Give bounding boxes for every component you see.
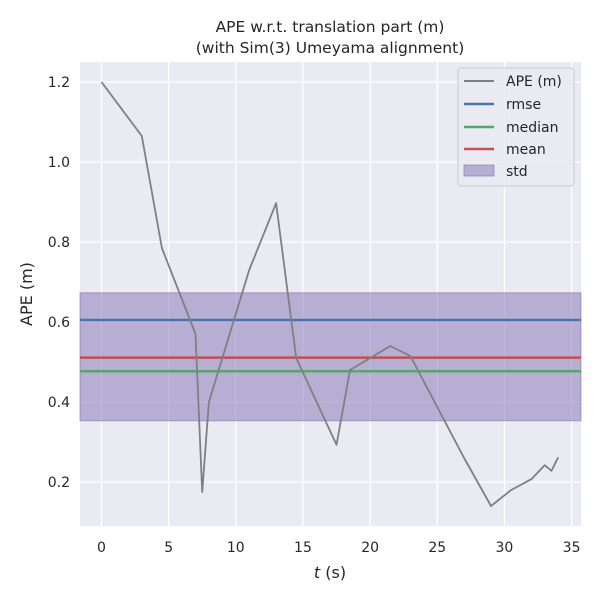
x-axis-label-unit: (s) [320, 563, 346, 582]
legend-median-label: median [506, 120, 558, 136]
x-tick-label: 10 [227, 540, 245, 556]
x-axis-label: t (s) [314, 563, 346, 582]
x-tick-label: 20 [361, 540, 379, 556]
legend-ape-label: APE (m) [506, 74, 562, 90]
legend-std-swatch [463, 164, 495, 177]
y-tick-label: 1.2 [48, 75, 70, 91]
chart-subtitle: (with Sim(3) Umeyama alignment) [196, 39, 465, 57]
y-axis-label: APE (m) [17, 262, 36, 326]
y-tick-label: 0.6 [48, 315, 70, 331]
x-tick-label: 0 [97, 540, 106, 556]
y-tick-labels: 0.2 0.4 0.6 0.8 1.0 1.2 [48, 75, 70, 491]
x-tick-label: 15 [294, 540, 312, 556]
x-axis-label-italic: t [314, 563, 321, 582]
legend-box [457, 67, 575, 187]
y-tick-label: 0.4 [48, 395, 70, 411]
y-tick-label: 0.8 [48, 235, 70, 251]
chart-title: APE w.r.t. translation part (m) [216, 18, 445, 36]
x-tick-label: 35 [563, 540, 581, 556]
legend-rmse-label: rmse [506, 97, 541, 113]
ape-series-line [100, 81, 560, 507]
legend-std-label: std [506, 164, 528, 180]
y-tick-label: 1.0 [48, 155, 70, 171]
x-tick-label: 5 [164, 540, 173, 556]
y-tick-label: 0.2 [48, 475, 70, 491]
x-tick-label: 30 [496, 540, 514, 556]
x-tick-labels: 0 5 10 15 20 25 30 35 [97, 540, 580, 556]
legend: APE (m) rmse median mean std [457, 67, 575, 187]
legend-mean-label: mean [506, 142, 546, 158]
x-tick-label: 25 [428, 540, 446, 556]
